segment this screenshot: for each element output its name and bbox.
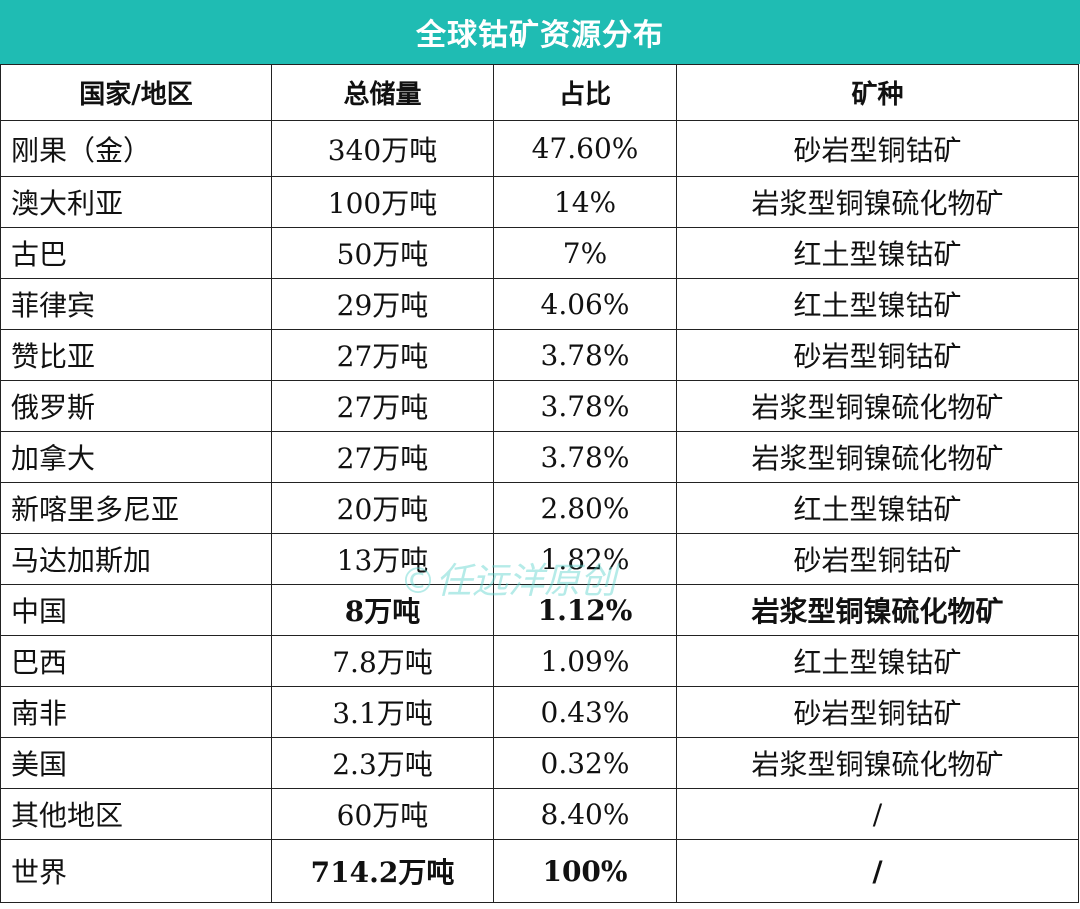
table-row: 南非 3.1万吨 0.43% 砂岩型铜钴矿 xyxy=(0,686,1079,738)
table-row-china: 中国 8万吨 1.12% 岩浆型铜镍硫化物矿 xyxy=(0,584,1079,636)
share-cell: 0.43% xyxy=(493,686,677,738)
reserve-cell: 29万吨 xyxy=(271,278,494,330)
share-cell: 7% xyxy=(493,227,677,279)
header-type: 矿种 xyxy=(676,64,1079,121)
reserve-cell: 7.8万吨 xyxy=(271,635,494,687)
type-cell: 红土型镍钴矿 xyxy=(676,227,1079,279)
country-cell: 刚果（金） xyxy=(0,120,272,177)
share-cell: 0.32% xyxy=(493,737,677,789)
reserve-cell: 8万吨 xyxy=(271,584,494,636)
table-row: 马达加斯加 13万吨 1.82% 砂岩型铜钴矿 xyxy=(0,533,1079,585)
share-cell: 14% xyxy=(493,176,677,228)
type-cell: 砂岩型铜钴矿 xyxy=(676,533,1079,585)
type-cell: 岩浆型铜镍硫化物矿 xyxy=(676,431,1079,483)
share-cell: 47.60% xyxy=(493,120,677,177)
table-row: 巴西 7.8万吨 1.09% 红土型镍钴矿 xyxy=(0,635,1079,687)
share-cell: 3.78% xyxy=(493,329,677,381)
country-cell: 澳大利亚 xyxy=(0,176,272,228)
table-row-world-total: 世界 714.2万吨 100% / xyxy=(0,839,1079,903)
type-cell: 红土型镍钴矿 xyxy=(676,482,1079,534)
reserve-cell: 20万吨 xyxy=(271,482,494,534)
country-cell: 菲律宾 xyxy=(0,278,272,330)
table-row: 俄罗斯 27万吨 3.78% 岩浆型铜镍硫化物矿 xyxy=(0,380,1079,432)
share-cell: 1.82% xyxy=(493,533,677,585)
type-cell: 岩浆型铜镍硫化物矿 xyxy=(676,176,1079,228)
share-cell: 8.40% xyxy=(493,788,677,840)
share-cell: 100% xyxy=(493,839,677,903)
country-cell: 巴西 xyxy=(0,635,272,687)
reserve-cell: 60万吨 xyxy=(271,788,494,840)
country-cell: 赞比亚 xyxy=(0,329,272,381)
table-row: 刚果（金） 340万吨 47.60% 砂岩型铜钴矿 xyxy=(0,120,1079,177)
reserve-cell: 100万吨 xyxy=(271,176,494,228)
header-reserve: 总储量 xyxy=(271,64,494,121)
share-cell: 3.78% xyxy=(493,431,677,483)
reserve-cell: 50万吨 xyxy=(271,227,494,279)
type-cell: 砂岩型铜钴矿 xyxy=(676,120,1079,177)
country-cell: 俄罗斯 xyxy=(0,380,272,432)
country-cell: 古巴 xyxy=(0,227,272,279)
reserve-cell: 3.1万吨 xyxy=(271,686,494,738)
reserve-cell: 27万吨 xyxy=(271,329,494,381)
share-cell: 4.06% xyxy=(493,278,677,330)
type-cell: 砂岩型铜钴矿 xyxy=(676,686,1079,738)
header-row: 国家/地区 总储量 占比 矿种 xyxy=(0,64,1079,121)
table-row: 古巴 50万吨 7% 红土型镍钴矿 xyxy=(0,227,1079,279)
reserve-cell: 714.2万吨 xyxy=(271,839,494,903)
type-cell: 岩浆型铜镍硫化物矿 xyxy=(676,380,1079,432)
reserve-cell: 27万吨 xyxy=(271,431,494,483)
table-row: 加拿大 27万吨 3.78% 岩浆型铜镍硫化物矿 xyxy=(0,431,1079,483)
type-cell: 红土型镍钴矿 xyxy=(676,278,1079,330)
type-cell: / xyxy=(676,839,1079,903)
reserve-cell: 2.3万吨 xyxy=(271,737,494,789)
share-cell: 1.09% xyxy=(493,635,677,687)
country-cell: 中国 xyxy=(0,584,272,636)
type-cell: / xyxy=(676,788,1079,840)
header-country: 国家/地区 xyxy=(0,64,272,121)
table-row: 澳大利亚 100万吨 14% 岩浆型铜镍硫化物矿 xyxy=(0,176,1079,228)
reserve-cell: 13万吨 xyxy=(271,533,494,585)
country-cell: 加拿大 xyxy=(0,431,272,483)
country-cell: 南非 xyxy=(0,686,272,738)
table-row: 新喀里多尼亚 20万吨 2.80% 红土型镍钴矿 xyxy=(0,482,1079,534)
share-cell: 1.12% xyxy=(493,584,677,636)
reserve-cell: 27万吨 xyxy=(271,380,494,432)
share-cell: 2.80% xyxy=(493,482,677,534)
country-cell: 新喀里多尼亚 xyxy=(0,482,272,534)
reserve-cell: 340万吨 xyxy=(271,120,494,177)
country-cell: 世界 xyxy=(0,839,272,903)
country-cell: 其他地区 xyxy=(0,788,272,840)
table-row: 美国 2.3万吨 0.32% 岩浆型铜镍硫化物矿 xyxy=(0,737,1079,789)
cobalt-resource-table: 国家/地区 总储量 占比 矿种 刚果（金） 340万吨 47.60% 砂岩型铜钴… xyxy=(0,64,1079,903)
type-cell: 砂岩型铜钴矿 xyxy=(676,329,1079,381)
share-cell: 3.78% xyxy=(493,380,677,432)
country-cell: 马达加斯加 xyxy=(0,533,272,585)
table-row: 其他地区 60万吨 8.40% / xyxy=(0,788,1079,840)
table-row: 菲律宾 29万吨 4.06% 红土型镍钴矿 xyxy=(0,278,1079,330)
type-cell: 岩浆型铜镍硫化物矿 xyxy=(676,737,1079,789)
header-share: 占比 xyxy=(493,64,677,121)
table-row: 赞比亚 27万吨 3.78% 砂岩型铜钴矿 xyxy=(0,329,1079,381)
type-cell: 岩浆型铜镍硫化物矿 xyxy=(676,584,1079,636)
type-cell: 红土型镍钴矿 xyxy=(676,635,1079,687)
table-title: 全球钴矿资源分布 xyxy=(0,0,1080,64)
country-cell: 美国 xyxy=(0,737,272,789)
